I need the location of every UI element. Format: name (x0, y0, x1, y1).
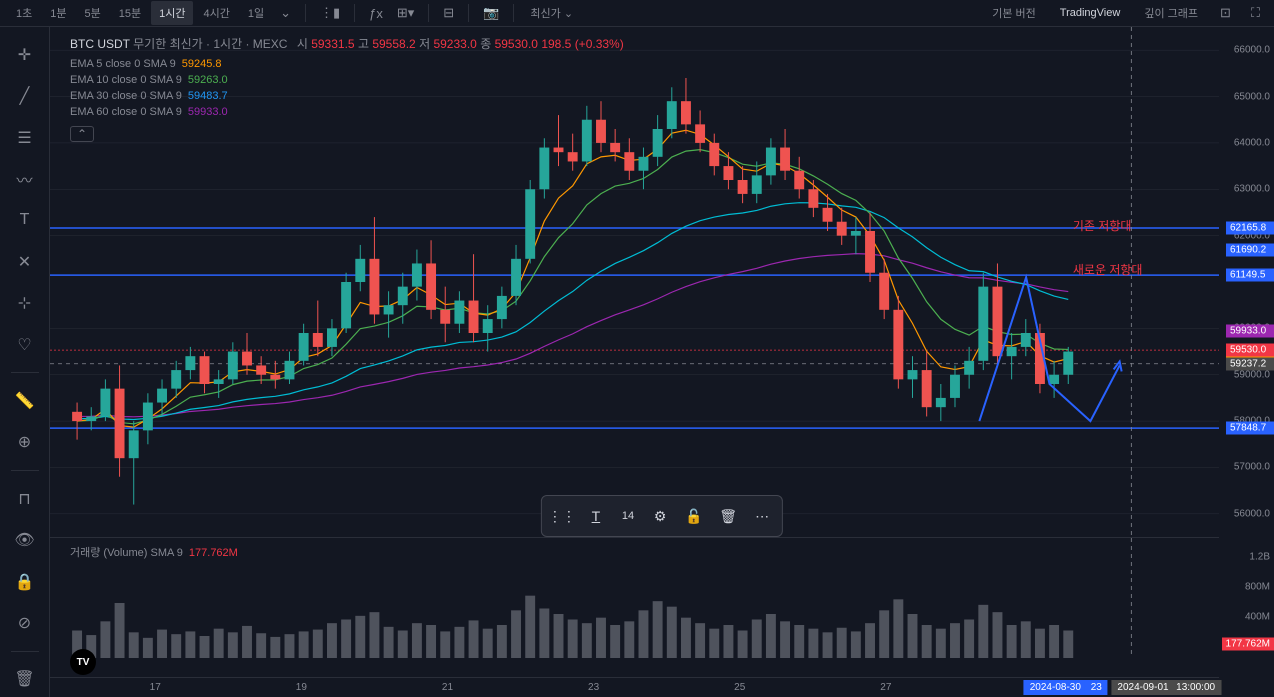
ema-indicator[interactable]: EMA 5 close 0 SMA 959245.8 (70, 58, 624, 70)
y-tick-label: 63000.0 (1234, 184, 1270, 195)
chart-legend: BTC USDT 무기한 최신가 · 1시간 · MEXC 시 59331.5 … (70, 35, 624, 142)
chart-main: BTC USDT 무기한 최신가 · 1시간 · MEXC 시 59331.5 … (50, 27, 1274, 697)
chart-annotation[interactable]: 기존 저항대 (1073, 217, 1132, 234)
tool-settings-icon[interactable]: ⚙ (644, 500, 676, 532)
x-tick-label: 27 (880, 682, 891, 693)
ema-indicator[interactable]: EMA 10 close 0 SMA 959263.0 (70, 74, 624, 86)
tf-5m[interactable]: 5분 (77, 1, 109, 25)
x-date-tag: 2024-09-01 (1111, 680, 1174, 695)
fullscreen-icon[interactable]: ⛶ (1245, 1, 1266, 25)
ema-indicator[interactable]: EMA 30 close 0 SMA 959483.7 (70, 90, 624, 102)
hide-icon[interactable]: ⊘ (7, 605, 43, 640)
time-axis[interactable]: 171921232527292024-08-30232024-09-0113:0… (50, 677, 1219, 697)
x-tick-label: 17 (150, 682, 161, 693)
x-date-tag: 13:00:00 (1170, 680, 1221, 695)
forecast-icon[interactable]: ⊹ (7, 285, 43, 320)
fib-icon[interactable]: ☰ (7, 120, 43, 155)
tf-4h[interactable]: 4시간 (195, 1, 237, 25)
y-tick-label: 57000.0 (1234, 462, 1270, 473)
favorite-icon[interactable]: ♡ (7, 327, 43, 362)
trendline-icon[interactable]: ╱ (7, 78, 43, 113)
depth-chart-btn[interactable]: 깊이 그래프 (1136, 1, 1206, 25)
camera-icon[interactable]: 📷 (477, 1, 505, 25)
x-tick-label: 21 (442, 682, 453, 693)
templates-icon[interactable]: ⊞▾ (391, 1, 420, 25)
chart-annotation[interactable]: 새로운 저항대 (1073, 261, 1143, 278)
ema-indicator[interactable]: EMA 60 close 0 SMA 959933.0 (70, 106, 624, 118)
lock-icon[interactable]: 👁 (7, 522, 43, 557)
x-tick-label: 25 (734, 682, 745, 693)
vol-y-tick: 400M (1245, 612, 1270, 623)
price-axis[interactable]: 56000.057000.058000.059000.060000.062000… (1219, 27, 1274, 537)
tf-1s[interactable]: 1초 (8, 1, 40, 25)
volume-panel: 거래량 (Volume) SMA 9177.762M (50, 537, 1219, 677)
symbol-title[interactable]: BTC USDT 무기한 최신가 · 1시간 · MEXC 시 59331.5 … (70, 35, 624, 52)
tradingview-logo[interactable]: TV (70, 649, 96, 675)
drawing-toolbar: ✛ ╱ ☰ 〰 T ✕ ⊹ ♡ 📏 ⊕ ⊓ 👁 🔒 ⊘ 🗑 (0, 27, 50, 697)
zoom-icon[interactable]: ⊕ (7, 425, 43, 460)
drag-handle-icon[interactable]: ⋮⋮ (546, 500, 578, 532)
price-tag: 61149.5 (1226, 269, 1274, 282)
pattern-icon[interactable]: ✕ (7, 244, 43, 279)
basic-version-btn[interactable]: 기본 버전 (984, 1, 1044, 25)
tf-15m[interactable]: 15분 (111, 1, 149, 25)
price-tag: 62165.8 (1226, 221, 1274, 234)
x-date-tag: 23 (1085, 680, 1108, 695)
y-tick-label: 65000.0 (1234, 91, 1270, 102)
settings-icon[interactable]: ⊡ (1214, 1, 1237, 25)
price-tag: 57848.7 (1226, 422, 1274, 435)
candle-type-icon[interactable]: ⋮▮ (314, 1, 346, 25)
ruler-icon[interactable]: 📏 (7, 383, 43, 418)
volume-chart[interactable] (50, 538, 1219, 658)
y-tick-label: 56000.0 (1234, 508, 1270, 519)
tf-1d[interactable]: 1일 (240, 1, 272, 25)
layout-icon[interactable]: ⊟ (437, 1, 460, 25)
font-size-value[interactable]: 14 (614, 510, 642, 522)
collapse-legend-icon[interactable]: ⌃ (70, 126, 94, 142)
tradingview-btn[interactable]: TradingView (1052, 3, 1129, 23)
timeframe-dropdown-icon[interactable]: ⌄ (274, 1, 297, 25)
delete-icon[interactable]: 🗑 (712, 500, 744, 532)
more-icon[interactable]: ⋯ (746, 500, 778, 532)
trash-icon[interactable]: 🗑 (7, 662, 43, 697)
tf-1m[interactable]: 1분 (42, 1, 74, 25)
volume-tag: 177.762M (1222, 638, 1274, 651)
volume-axis[interactable]: 1.2B 800M 400M 177.762M (1219, 537, 1274, 677)
floating-text-toolbar: ⋮⋮ T 14 ⚙ 🔓 🗑 ⋯ (541, 495, 783, 537)
vol-y-tick: 1.2B (1249, 552, 1270, 563)
lock-drawings-icon[interactable]: 🔒 (7, 564, 43, 599)
cursor-icon[interactable]: ✛ (7, 37, 43, 72)
price-tag: 59237.2 (1226, 357, 1274, 370)
y-tick-label: 66000.0 (1234, 45, 1270, 56)
price-tag: 59933.0 (1226, 325, 1274, 338)
indicators-icon[interactable]: ƒx (363, 2, 389, 25)
pitchfork-icon[interactable]: 〰 (7, 161, 43, 196)
tf-1h[interactable]: 1시간 (151, 1, 193, 25)
top-toolbar: 1초 1분 5분 15분 1시간 4시간 1일 ⌄ ⋮▮ ƒx ⊞▾ ⊟ 📷 최… (0, 0, 1274, 27)
unlock-icon[interactable]: 🔓 (678, 500, 710, 532)
price-source-dropdown[interactable]: 최신가 ⌄ (522, 1, 581, 25)
y-tick-label: 59000.0 (1234, 369, 1270, 380)
price-tag: 59530.0 (1226, 344, 1274, 357)
vol-y-tick: 800M (1245, 582, 1270, 593)
y-tick-label: 64000.0 (1234, 137, 1270, 148)
text-style-icon[interactable]: T (580, 500, 612, 532)
text-tool-icon[interactable]: T (7, 203, 43, 238)
price-tag: 61690.2 (1226, 243, 1274, 256)
x-tick-label: 19 (296, 682, 307, 693)
x-date-tag: 2024-08-30 (1024, 680, 1087, 695)
magnet-icon[interactable]: ⊓ (7, 481, 43, 516)
x-tick-label: 23 (588, 682, 599, 693)
